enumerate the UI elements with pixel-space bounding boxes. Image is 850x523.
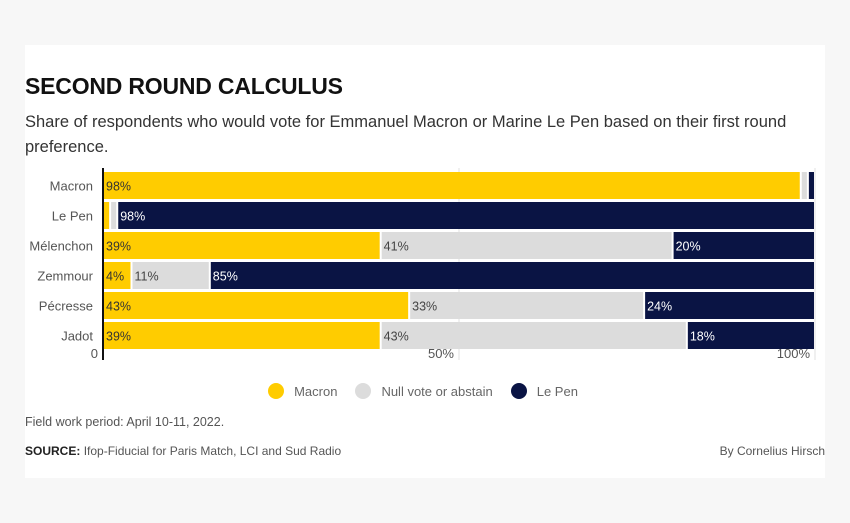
data-label: 4%: [106, 270, 124, 284]
source-text: Ifop-Fiducial for Paris Match, LCI and S…: [83, 444, 342, 458]
data-label: 43%: [106, 300, 131, 314]
legend-swatch-lepen: [510, 383, 527, 399]
category-label: Macron: [50, 179, 93, 194]
bar-segment: [801, 172, 807, 199]
bar-segment: [132, 262, 209, 289]
data-label: 98%: [120, 210, 145, 224]
data-label: 11%: [134, 270, 158, 284]
stacked-bar-chart: Macron 98% Le Pen 98% Mélenchon 39% 41% 20% Zemm…: [29, 168, 816, 361]
data-label: 39%: [106, 240, 131, 254]
bar-segment: [210, 262, 815, 289]
category-label: Mélenchon: [29, 239, 93, 254]
chart-title: SECOND ROUND CALCULUS: [25, 73, 343, 99]
x-tick-label: 0: [91, 346, 98, 361]
category-label: Jadot: [61, 329, 93, 344]
data-label: 39%: [106, 330, 131, 344]
chart-legend: Macron Null vote or abstain Le Pen: [25, 383, 825, 399]
legend-label-lepen: Le Pen: [536, 383, 578, 399]
bar-segment: [104, 262, 131, 289]
bar-segment: [645, 292, 814, 319]
data-label: 18%: [690, 330, 715, 344]
bar-segment: [104, 232, 380, 259]
source-line: SOURCE: Ifop-Fiducial for Paris Match, L…: [25, 444, 341, 458]
data-label: 43%: [384, 330, 409, 344]
data-label: 98%: [106, 180, 131, 194]
bar-segment: [111, 202, 117, 229]
chart-card: SECOND ROUND CALCULUS Share of responden…: [25, 45, 825, 478]
bar-segment: [104, 292, 409, 319]
data-label: 24%: [647, 300, 672, 314]
bar-segment: [118, 202, 815, 229]
x-tick-label: 50%: [428, 346, 454, 361]
source-label: SOURCE:: [25, 444, 81, 458]
bar-segment: [381, 322, 686, 349]
bar-segment: [673, 232, 814, 259]
chart-subtitle: Share of respondents who would vote for …: [25, 113, 787, 156]
data-label: 85%: [213, 270, 238, 284]
category-label: Zemmour: [37, 269, 93, 284]
data-label: 41%: [384, 240, 409, 254]
bar-segment: [410, 292, 644, 319]
bar-segment: [381, 232, 672, 259]
bar-segment: [104, 202, 110, 229]
bar-segment: [104, 172, 800, 199]
category-label: Pécresse: [39, 299, 93, 314]
bar-segment: [808, 172, 814, 199]
legend-item-null: Null vote or abstain: [355, 383, 493, 399]
legend-swatch-macron: [268, 383, 285, 399]
legend-item-lepen: Le Pen: [510, 383, 578, 399]
legend-item-macron: Macron: [268, 383, 337, 399]
data-label: 20%: [676, 240, 701, 254]
bar-segment: [687, 322, 814, 349]
category-label: Le Pen: [52, 209, 93, 224]
data-label: 33%: [412, 300, 437, 314]
x-tick-label: 100%: [777, 346, 811, 361]
bar-segment: [104, 322, 380, 349]
legend-label-null: Null vote or abstain: [381, 383, 493, 399]
legend-swatch-null: [355, 383, 372, 399]
field-work-note: Field work period: April 10-11, 2022.: [25, 415, 225, 429]
byline: By Cornelius Hirsch: [719, 444, 825, 458]
legend-label-macron: Macron: [294, 383, 338, 399]
